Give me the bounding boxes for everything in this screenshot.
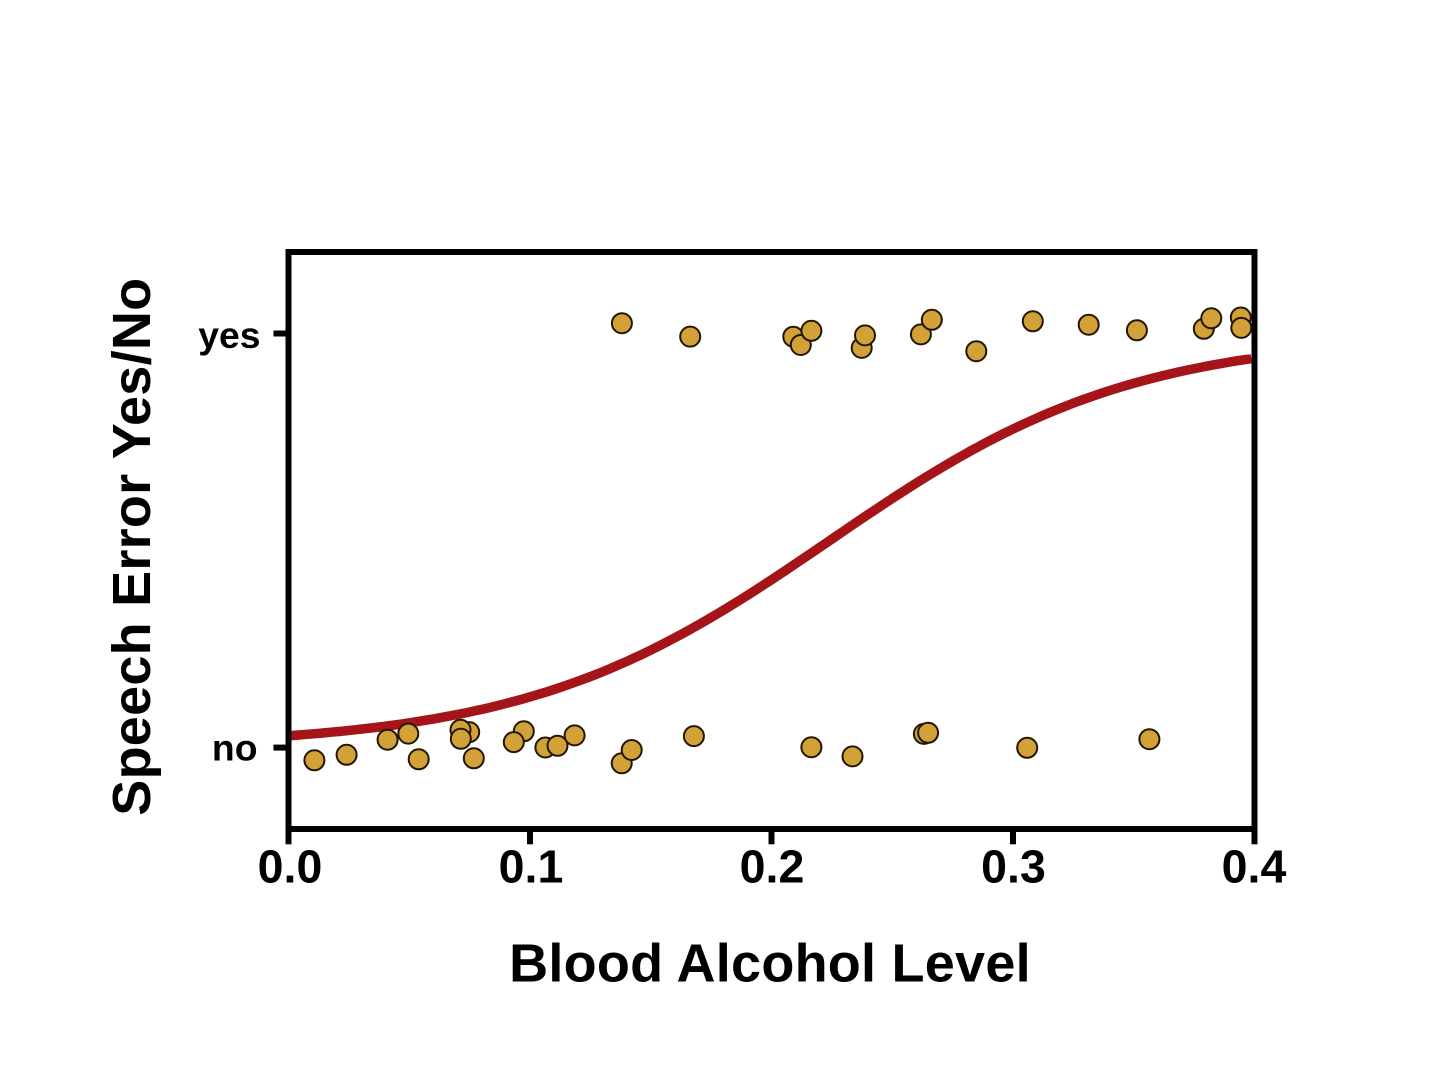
svg-text:yes: yes [198, 314, 260, 356]
svg-text:0.2: 0.2 [740, 841, 805, 893]
svg-text:0.4: 0.4 [1222, 841, 1287, 893]
svg-text:Speech Error Yes/No: Speech Error Yes/No [102, 278, 162, 816]
svg-text:0.0: 0.0 [258, 841, 323, 893]
svg-text:0.1: 0.1 [499, 841, 564, 893]
svg-text:Blood Alcohol Level: Blood Alcohol Level [509, 934, 1031, 994]
svg-text:no: no [212, 726, 258, 768]
svg-text:0.3: 0.3 [981, 841, 1046, 893]
